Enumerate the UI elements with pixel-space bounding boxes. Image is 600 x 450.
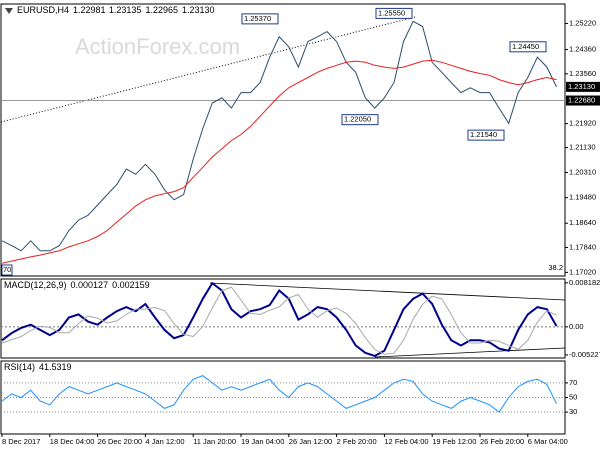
x-tick-label: 12 Feb 04:00 [384, 437, 428, 446]
x-tick-label: 2 Feb 20:00 [337, 437, 377, 446]
x-tick-label: 11 Jan 20:00 [193, 437, 236, 446]
x-tick-label: 18 Dec 04:00 [50, 437, 95, 446]
y-tick-label: 1.17840 [569, 242, 596, 251]
series-line [1, 281, 558, 357]
fib-label: 70 [3, 265, 11, 274]
y-tick-label: -0.005227 [569, 350, 600, 359]
panel-title: RSI(14) 41.5319 [4, 362, 72, 372]
annotation-box [341, 114, 379, 126]
title: EURUSD,H4 [17, 5, 69, 15]
fib-label: 38.2 [548, 263, 563, 272]
fib-box [1, 264, 13, 276]
last-marker [566, 81, 600, 92]
x-tick-label: 19 Jan 04:00 [241, 437, 284, 446]
annotation-box [375, 7, 413, 19]
y-tick-label: 1.21920 [569, 119, 596, 128]
y-tick-label: 50 [569, 392, 577, 401]
title: RSI(14) [4, 362, 35, 372]
x-tick-label: 26 Jan 12:00 [289, 437, 332, 446]
watermark: ActionForex.com [75, 34, 240, 59]
title-value: 1.22965 [145, 5, 178, 15]
y-tick-label: 1.19480 [569, 193, 596, 202]
y-tick-label: 1.18640 [569, 218, 596, 227]
title-value: 41.5319 [39, 362, 72, 372]
title-value: 0.000127 [71, 280, 109, 290]
macd-trend-line [209, 282, 566, 301]
y-tick-label: 0.008182 [569, 278, 600, 287]
y-tick-label: 0.00 [569, 322, 584, 331]
annotation-label: 1.22050 [344, 115, 371, 124]
trend-line [0, 16, 416, 123]
annotation-label: 1.25370 [244, 14, 271, 23]
x-tick-label: 26 Dec 20:00 [98, 437, 143, 446]
series-line [1, 59, 557, 264]
title: MACD(12,26,9) [4, 280, 67, 290]
x-tick-label: 19 Feb 12:00 [432, 437, 476, 446]
title-value: 1.22981 [73, 5, 106, 15]
price-panel [0, 3, 566, 277]
macd-panel [0, 278, 566, 359]
series-line [1, 375, 557, 413]
y-tick-label: 30 [569, 407, 577, 416]
series-line [1, 286, 557, 355]
x-tick-label: 4 Jan 12:00 [145, 437, 184, 446]
title-value: 1.23130 [182, 5, 215, 15]
title-value: 1.23135 [109, 5, 142, 15]
annotation-box [467, 129, 505, 141]
y-tick-label: 70 [569, 378, 577, 387]
annotation-box [509, 41, 547, 53]
x-tick-label: 8 Dec 2017 [2, 437, 40, 446]
title-value: 0.002159 [112, 280, 150, 290]
header-icon [5, 8, 13, 14]
x-tick-label: 6 Mar 04:00 [528, 437, 568, 446]
y-tick-label: 1.20310 [569, 167, 596, 176]
y-tick-label: 1.21130 [569, 143, 596, 152]
y-tick-label: 1.24360 [569, 45, 596, 54]
annotation-label: 1.21540 [470, 130, 497, 139]
panel-title: EURUSD,H4 1.22981 1.23135 1.22965 1.23130 [17, 5, 215, 15]
annotation-label: 1.25550 [378, 8, 405, 17]
x-tick-label: 26 Feb 20:00 [480, 437, 524, 446]
annotation-box [241, 13, 279, 25]
annotation-label: 1.24450 [512, 42, 539, 51]
y-tick-label: 1.25220 [569, 18, 596, 27]
series-line [1, 20, 557, 252]
y-tick-label: 1.23560 [569, 69, 596, 78]
panel-title: MACD(12,26,9) 0.000127 0.002159 [4, 280, 150, 290]
level-marker [566, 95, 600, 106]
macd-trend-line [374, 347, 566, 358]
y-tick-label: 1.17020 [569, 267, 596, 276]
level-label: 1.22680 [568, 96, 595, 105]
last-label: 1.23130 [568, 82, 595, 91]
